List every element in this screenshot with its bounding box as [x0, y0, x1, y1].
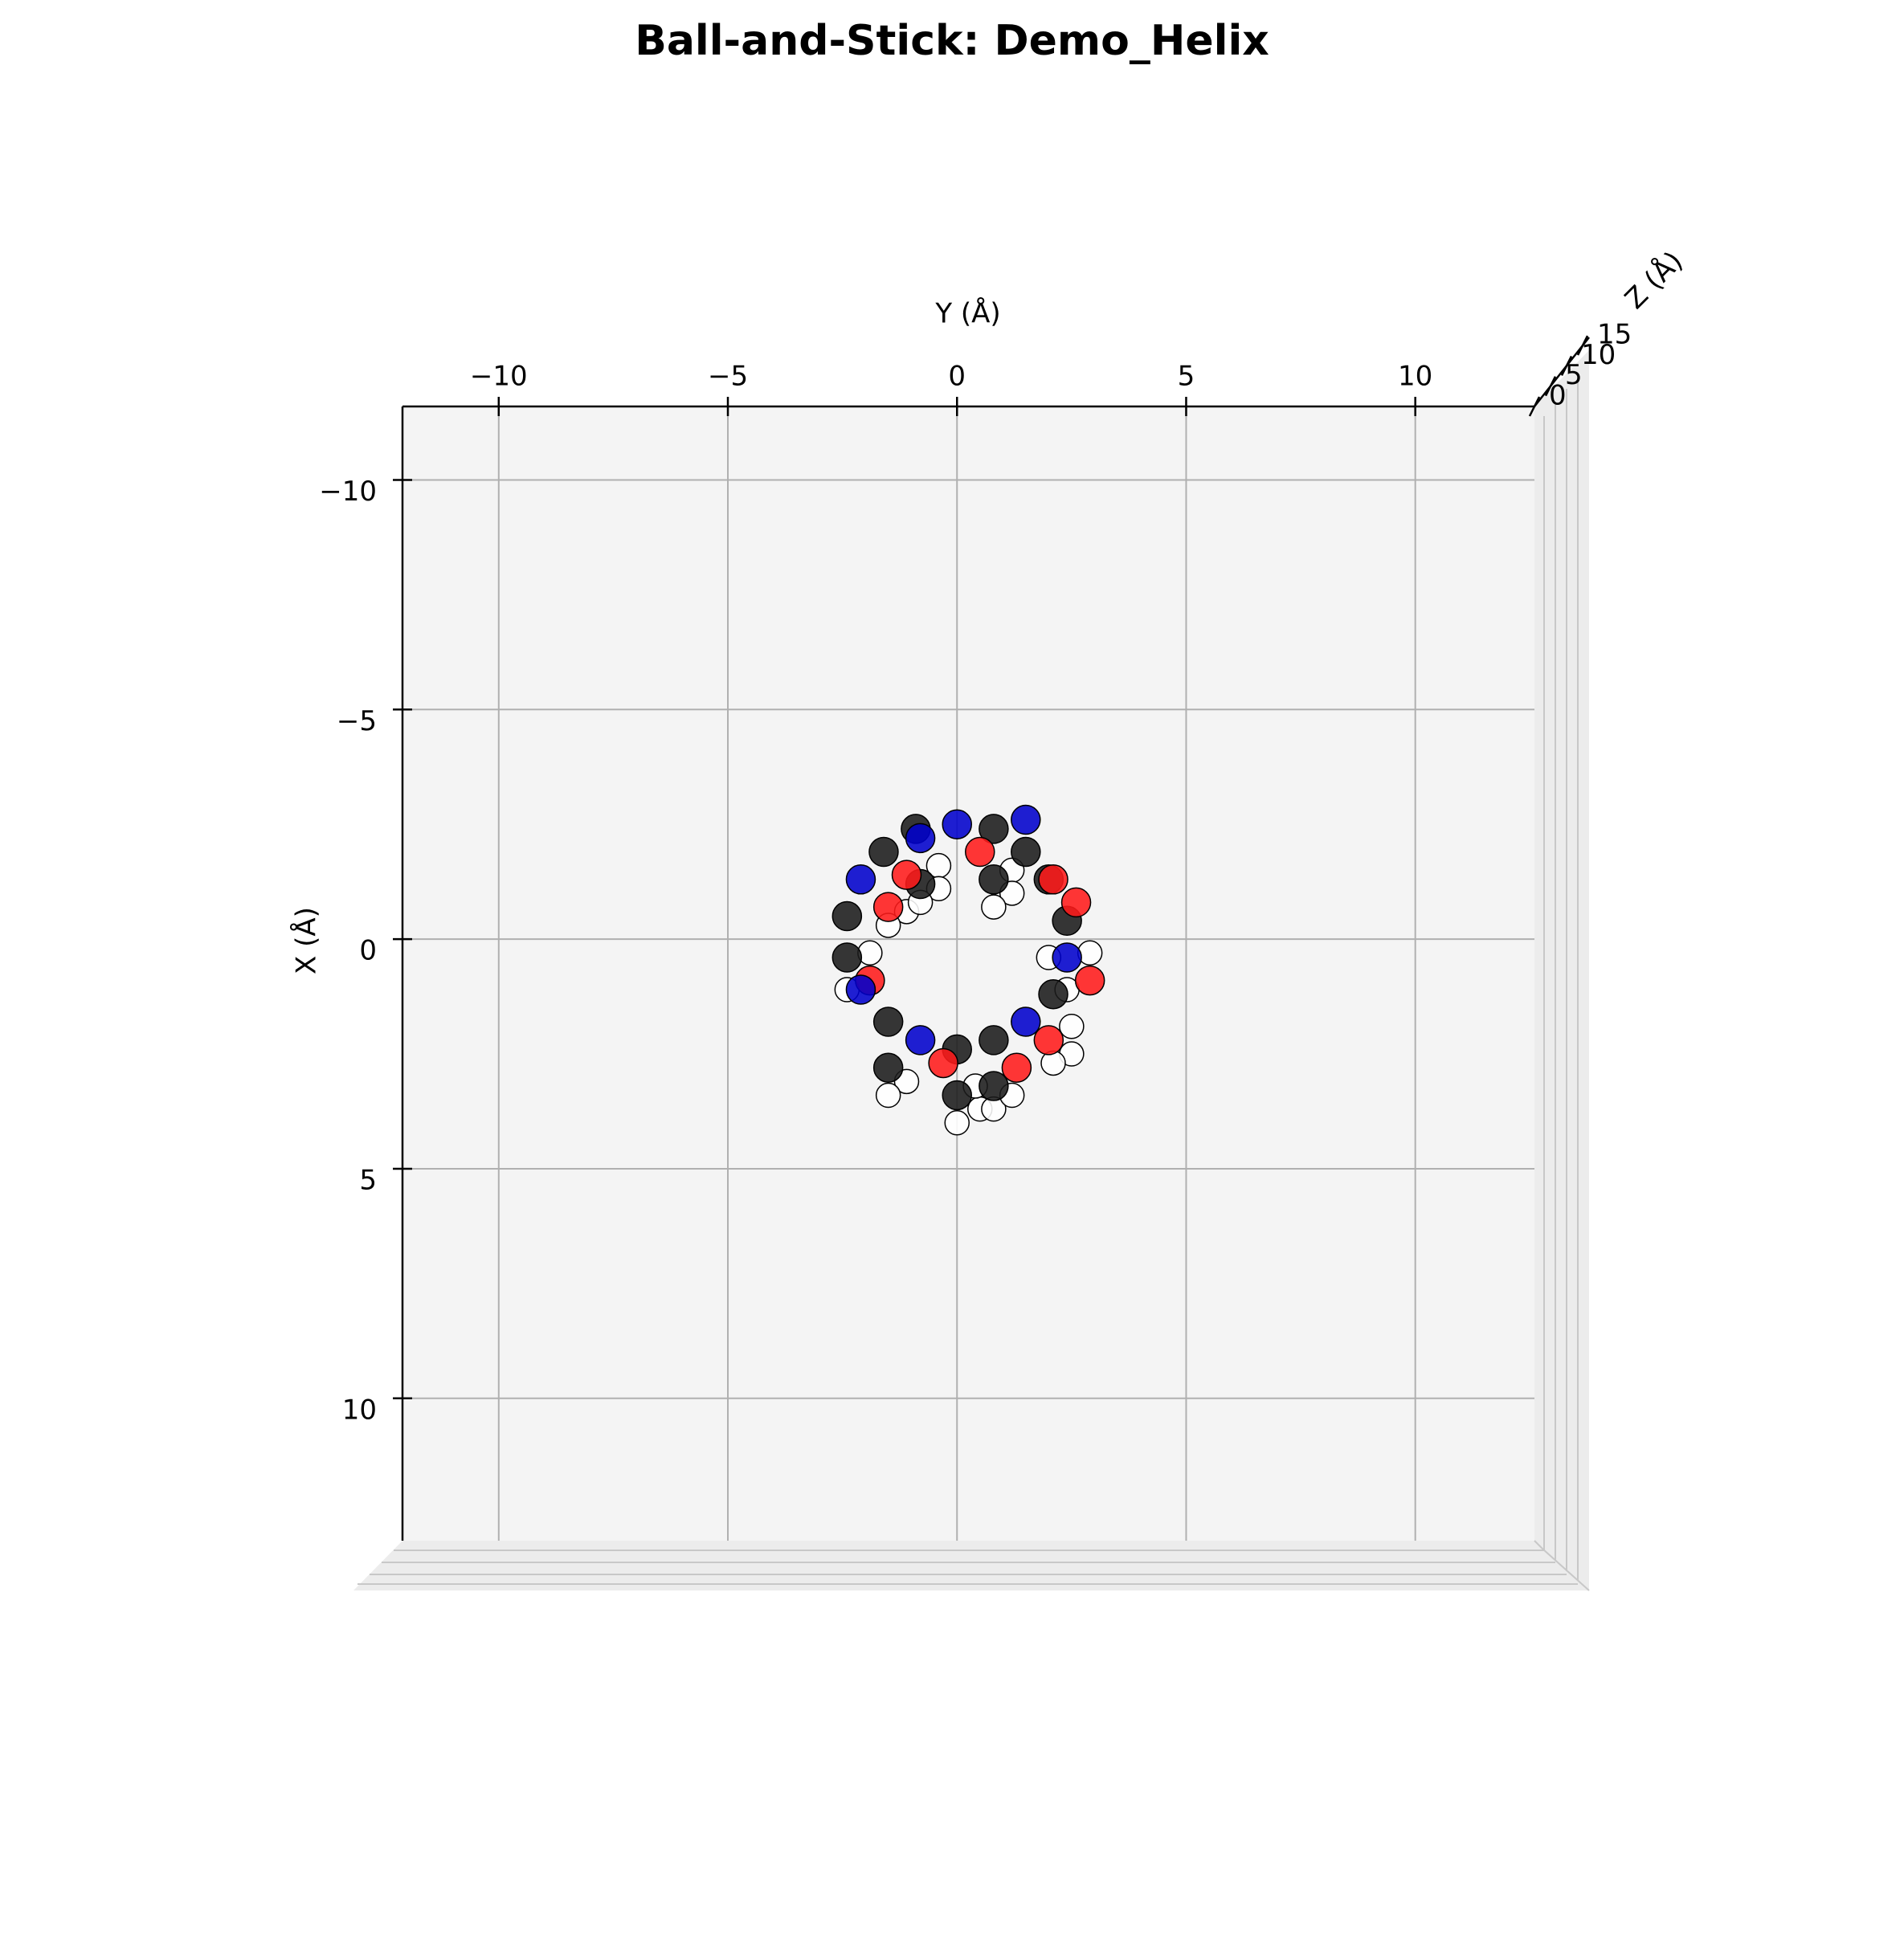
atom — [965, 836, 995, 868]
atom — [868, 836, 899, 868]
atom — [1060, 887, 1092, 918]
atom — [1011, 1007, 1041, 1037]
y-tick-label: −10 — [319, 476, 377, 508]
atom — [845, 974, 876, 1005]
atom — [928, 1047, 958, 1079]
atom — [1011, 804, 1041, 835]
y-axis-label: X (Å) — [290, 907, 323, 974]
atom — [1059, 1013, 1085, 1039]
atom — [979, 814, 1009, 844]
atom — [1038, 978, 1068, 1010]
atom — [979, 864, 1009, 895]
atom — [979, 1025, 1009, 1056]
atom — [942, 1080, 972, 1111]
atom — [905, 823, 936, 854]
atom — [872, 1052, 904, 1083]
atom — [905, 1025, 936, 1056]
chart-title: Ball-and-Stick: Demo_Helix — [635, 17, 1269, 65]
atom — [979, 1071, 1009, 1101]
atom — [1038, 864, 1068, 895]
atom — [942, 809, 972, 839]
y-tick-label: 10 — [342, 1394, 377, 1426]
atom — [831, 900, 863, 932]
z-axis-label: Z (Å) — [1618, 244, 1689, 315]
atom — [872, 1007, 904, 1037]
atom — [944, 1110, 970, 1136]
atom — [1011, 836, 1041, 868]
bottom-pane — [353, 1541, 1589, 1590]
side-pane — [1534, 350, 1589, 1590]
z-tick-label: 15 — [1597, 319, 1632, 351]
x-tick-label: 0 — [948, 361, 966, 393]
atom — [891, 860, 922, 890]
atom — [1001, 1052, 1032, 1083]
x-tick-label: 5 — [1178, 361, 1195, 393]
back-pane — [402, 406, 1534, 1541]
z-tick-label: 10 — [1581, 339, 1616, 371]
atom — [831, 942, 863, 973]
x-tick-label: 10 — [1398, 361, 1432, 393]
atom — [845, 864, 876, 895]
z-tick-mark — [1528, 396, 1541, 417]
y-tick-label: −5 — [337, 705, 377, 737]
z-tick-label: 0 — [1549, 380, 1567, 412]
z-tick-mark — [1544, 376, 1557, 397]
z-tick-mark — [1560, 355, 1573, 376]
atom — [1074, 965, 1105, 996]
z-tick-label: 5 — [1565, 359, 1583, 391]
z-tick-mark — [1576, 335, 1589, 356]
y-tick-label: 0 — [359, 935, 377, 967]
x-axis-label: Y (Å) — [934, 297, 1000, 330]
x-tick-label: −10 — [470, 361, 528, 393]
x-tick-label: −5 — [708, 361, 748, 393]
atom — [981, 894, 1007, 920]
y-tick-label: 5 — [359, 1164, 377, 1196]
atom — [875, 1082, 901, 1109]
pane-edges — [358, 378, 1590, 1591]
atom — [872, 892, 904, 922]
atom — [1033, 1025, 1064, 1056]
atom — [1052, 942, 1082, 973]
